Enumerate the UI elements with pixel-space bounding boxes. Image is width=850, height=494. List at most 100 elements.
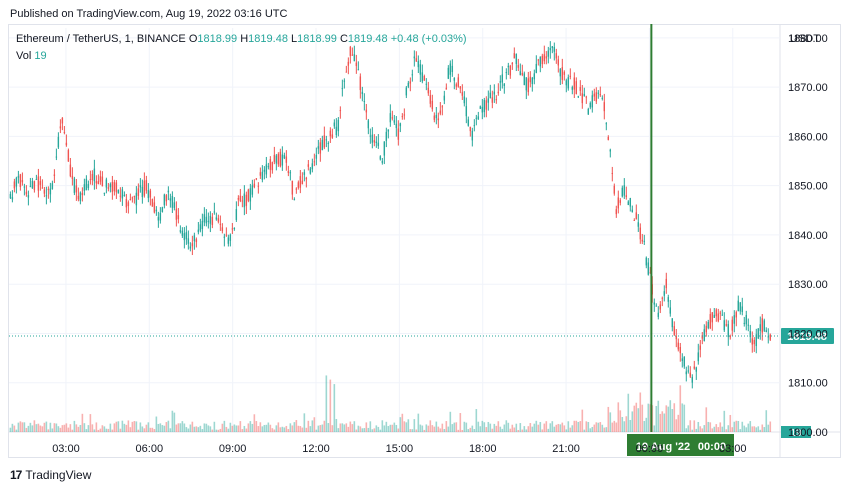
volume-bar	[539, 422, 542, 432]
candle-body	[91, 174, 94, 180]
symbol-legend[interactable]: Ethereum / TetherUS, 1, BINANCE O 1818.99…	[16, 33, 467, 45]
volume-bar	[351, 424, 354, 432]
volume-bar	[713, 426, 716, 432]
volume-bar	[95, 422, 98, 432]
volume-bar	[555, 424, 558, 432]
volume-bar	[35, 424, 38, 432]
candle-body	[699, 345, 701, 350]
volume-bar	[377, 426, 380, 432]
time-tick-label: 18:00	[469, 443, 497, 455]
candle-body	[503, 83, 506, 86]
volume-bar	[397, 428, 400, 432]
candle-body	[561, 67, 564, 80]
volume-bar	[269, 424, 272, 432]
candle-body	[171, 195, 174, 208]
price-tick-label: 1850.00	[788, 181, 828, 193]
candle-body	[591, 95, 594, 108]
candle-body	[295, 188, 298, 190]
candle-body	[349, 46, 352, 56]
candle-body	[681, 358, 683, 361]
candle-body	[137, 188, 140, 196]
open-label: O	[188, 33, 198, 45]
volume-bar	[535, 420, 538, 432]
candle-body	[261, 171, 264, 180]
candle-body	[757, 328, 759, 339]
candle-body	[631, 209, 633, 213]
volume-bar	[355, 429, 358, 432]
volume-bar	[599, 422, 602, 432]
candle-body	[211, 216, 214, 225]
candle-body	[493, 91, 496, 95]
candle-body	[509, 65, 512, 76]
volume-bar	[483, 422, 486, 432]
candle-body	[657, 312, 659, 317]
volume-label[interactable]: Vol	[16, 50, 32, 62]
volume-bar	[135, 421, 138, 432]
candle-body	[197, 229, 200, 233]
price-axis[interactable]: 1880.00 1870.00 1860.00 1850.00 1840.00 1830.…	[788, 33, 828, 439]
volume-bar	[735, 420, 738, 432]
volume-bar	[217, 429, 220, 432]
candle-body	[527, 78, 530, 93]
volume-bar	[357, 425, 360, 432]
candle-body	[343, 80, 346, 82]
volume-bar	[445, 421, 448, 432]
candle-body	[83, 184, 86, 191]
symbol-name[interactable]: Ethereum / TetherUS, 1, BINANCE	[16, 33, 186, 45]
time-tick-label: 15:00	[386, 443, 414, 455]
candle-body	[99, 176, 102, 182]
volume-bar	[493, 423, 496, 432]
volume-bar	[225, 426, 228, 432]
candle-body	[439, 110, 442, 114]
candle-body	[279, 151, 282, 167]
volume-bar	[61, 425, 64, 432]
volume-bar	[717, 427, 720, 432]
candle-body	[507, 65, 510, 68]
volume-bar	[605, 427, 608, 432]
volume-bar	[253, 414, 256, 432]
volume-bar	[567, 421, 570, 432]
volume-bar	[101, 425, 104, 432]
volume-bar	[641, 404, 644, 432]
volume-bar	[51, 428, 54, 432]
time-marker-time: 00:00	[698, 441, 726, 453]
volume-bar	[521, 429, 524, 432]
candle-body	[75, 185, 78, 193]
price-tick-label: 1800.00	[788, 427, 828, 439]
volume-bar	[97, 429, 100, 432]
volume-bar	[429, 420, 432, 432]
volume-bar	[375, 425, 378, 432]
candle-body	[217, 218, 220, 222]
footer[interactable]: 17 TradingView	[10, 468, 91, 482]
candle-body	[79, 192, 82, 202]
candle-body	[573, 77, 576, 90]
time-axis[interactable]: 03:00 06:00 09:00 12:00 15:00 18:00 21:00 00:00…	[52, 443, 746, 455]
candle-body	[635, 212, 637, 220]
volume-bar	[11, 423, 14, 432]
volume-bar	[629, 419, 632, 432]
candle-body	[41, 187, 44, 189]
volume-bar	[13, 425, 16, 432]
volume-bar	[607, 406, 610, 432]
volume-bar	[423, 429, 426, 432]
volume-legend[interactable]: Vol 19	[16, 50, 47, 62]
price-tick-label: 1860.00	[788, 131, 828, 143]
currency-unit-label: USDT	[790, 33, 820, 45]
volume-bar	[179, 423, 182, 432]
candle-body	[665, 278, 667, 289]
volume-bar	[363, 428, 366, 432]
volume-bar	[617, 402, 620, 432]
volume-bar	[39, 425, 42, 432]
time-tick-label: 00:00	[636, 443, 664, 455]
volume-bar	[575, 420, 578, 432]
candle-body	[241, 200, 244, 202]
candle-body	[251, 185, 254, 195]
candle-body	[97, 181, 100, 185]
volume-bar	[139, 422, 142, 432]
low-value: 1818.99	[297, 33, 337, 45]
candle-body	[455, 84, 458, 87]
candle-body	[43, 189, 46, 194]
volume-bar	[585, 421, 588, 432]
volume-bar	[367, 427, 370, 432]
